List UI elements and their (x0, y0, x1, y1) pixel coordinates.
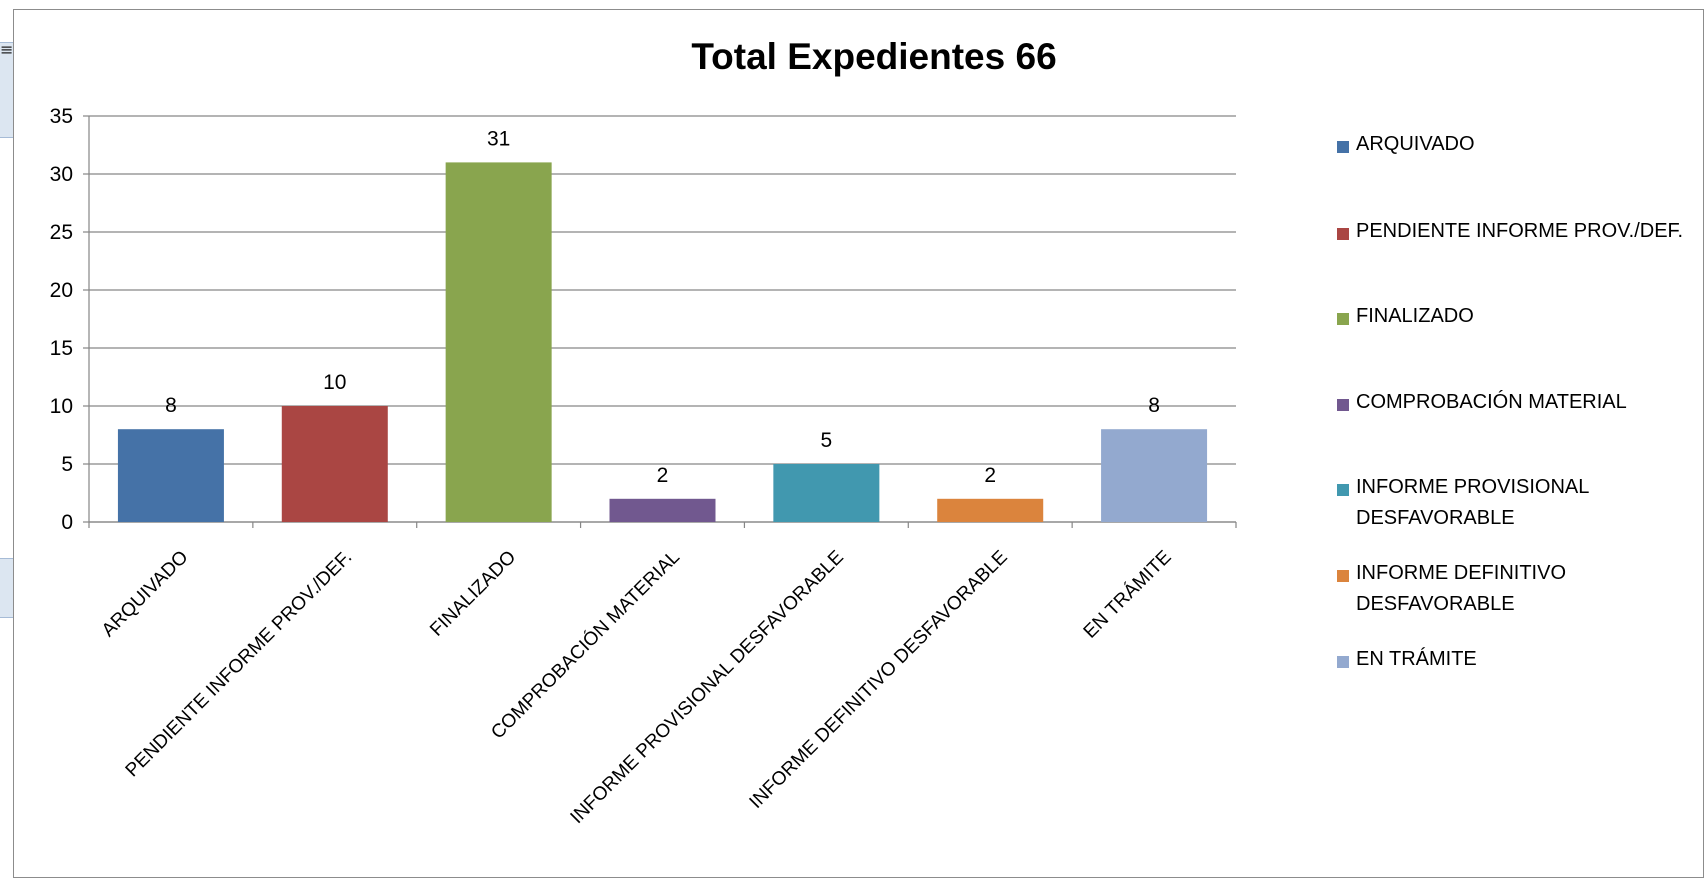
legend-swatch (1337, 228, 1349, 240)
y-tick-label: 30 (50, 163, 73, 186)
data-label: 8 (1148, 394, 1160, 417)
legend-swatch (1337, 141, 1349, 153)
data-label: 31 (487, 127, 510, 150)
x-tick-label: FINALIZADO (426, 547, 520, 641)
sheet-fragment-glyph: ≡ (0, 40, 14, 59)
x-tick-label: EN TRÁMITE (1080, 547, 1176, 643)
y-tick-label: 25 (50, 221, 73, 244)
data-label: 8 (165, 394, 177, 417)
y-tick-label: 20 (50, 279, 73, 302)
legend-label: COMPROBACIÓN MATERIAL (1356, 391, 1627, 413)
bar (609, 498, 716, 522)
data-label: 2 (984, 464, 996, 487)
legend-item: INFORME DEFINITIVO DESFAVORABLE (1337, 562, 1611, 620)
bars (117, 162, 1208, 522)
x-tick-label: COMPROBACIÓN MATERIAL (487, 546, 684, 743)
legend-label: ARQUIVADO (1356, 133, 1475, 155)
legend-swatch (1337, 313, 1349, 325)
chart-title: Total Expedientes 66 (691, 36, 1056, 77)
legend-item: PENDIENTE INFORME PROV./DEF. (1337, 220, 1683, 247)
data-label: 10 (323, 371, 346, 394)
legend-label: INFORME PROVISIONAL DESFAVORABLE (1356, 476, 1589, 529)
x-tick-label: INFORME PROVISIONAL DESFAVORABLE (567, 547, 848, 828)
legend-swatch (1337, 399, 1349, 411)
legend-item: INFORME PROVISIONAL DESFAVORABLE (1337, 476, 1611, 534)
y-tick-label: 0 (61, 511, 73, 534)
y-tick-label: 10 (50, 395, 73, 418)
chart-area[interactable]: Total Expedientes 66 0 5 10 15 20 25 30 35 8 10 3… (13, 9, 1704, 878)
bar (281, 406, 388, 522)
legend-label: PENDIENTE INFORME PROV./DEF. (1356, 220, 1684, 242)
x-tick-label: ARQUIVADO (98, 547, 192, 641)
bar (117, 429, 224, 522)
legend-label: EN TRÁMITE (1356, 648, 1477, 670)
legend-swatch (1337, 656, 1349, 668)
legend: ARQUIVADO PENDIENTE INFORME PROV./DEF. FIN… (1337, 10, 1706, 870)
bar (1101, 429, 1208, 522)
y-tick-label: 5 (61, 453, 73, 476)
legend-item: COMPROBACIÓN MATERIAL (1337, 391, 1627, 418)
bar (937, 498, 1044, 522)
x-tick-label: INFORME DEFINITIVO DESFAVORABLE (746, 547, 1012, 813)
legend-item: EN TRÁMITE (1337, 648, 1477, 675)
legend-label: INFORME DEFINITIVO DESFAVORABLE (1356, 562, 1566, 615)
data-labels: 8 10 31 2 5 2 8 (165, 127, 1160, 486)
legend-item: FINALIZADO (1337, 305, 1474, 332)
data-label: 5 (821, 429, 833, 452)
legend-swatch (1337, 570, 1349, 582)
legend-label: FINALIZADO (1356, 305, 1474, 327)
legend-item: ARQUIVADO (1337, 133, 1475, 160)
legend-swatch (1337, 484, 1349, 496)
y-tick-label: 15 (50, 337, 73, 360)
gridlines (89, 115, 1236, 523)
y-tick-label: 35 (50, 105, 73, 128)
data-label: 2 (657, 464, 669, 487)
bar (445, 162, 552, 522)
bar (773, 464, 880, 522)
